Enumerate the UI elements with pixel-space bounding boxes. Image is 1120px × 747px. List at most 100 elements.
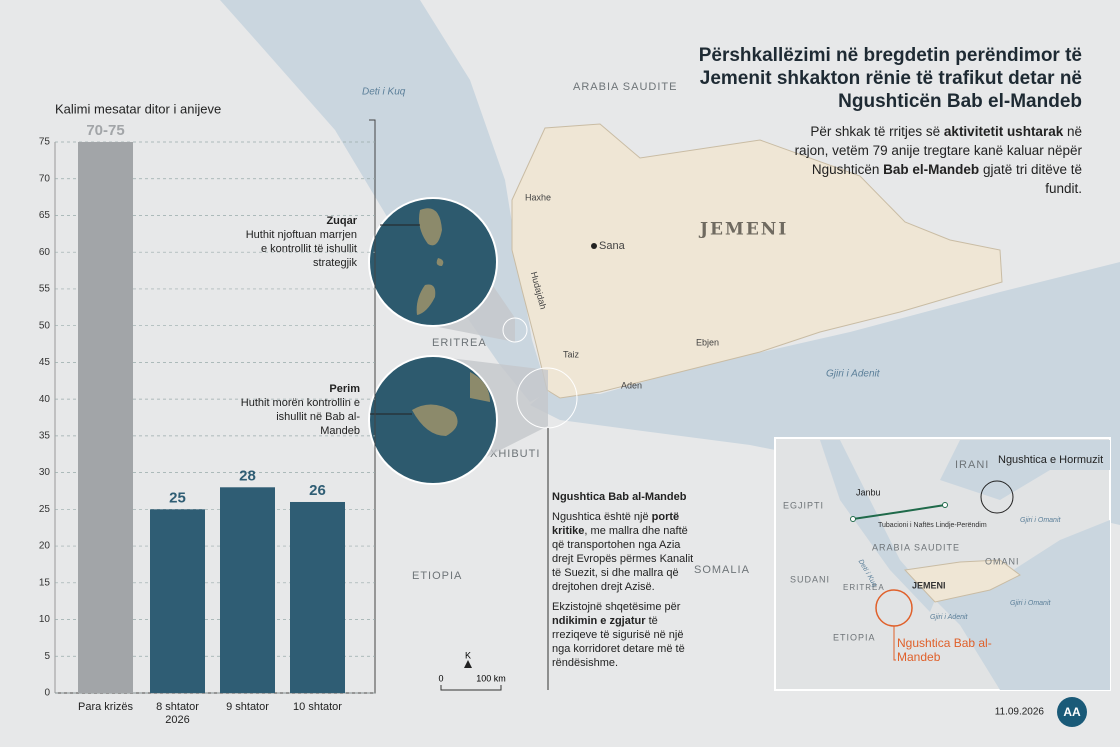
map-label: Aden: [621, 380, 642, 390]
inset-label: Tubacioni i Naftës Lindje-Perëndim: [878, 522, 987, 529]
inset-label: Ngushtica Bab al-Mandeb: [897, 636, 992, 664]
yemen: [511, 123, 1003, 399]
bar: [220, 487, 275, 693]
chart-title: Kalimi mesatar ditor i anijeve: [55, 101, 221, 116]
island-note: Zuqar Huthit njoftuan marrjen e kontrolli…: [237, 214, 357, 270]
map-label: Ebjen: [696, 337, 719, 347]
inset-sea: [940, 440, 1110, 500]
bar-chart: Kalimi mesatar ditor i anijeve 0 5 10 15 20 2…: [39, 101, 376, 699]
inset-label: Gjiri i Omanit: [1020, 517, 1062, 524]
y-tick-label: 50: [39, 320, 51, 331]
map-label: ARABIA SAUDITE: [573, 81, 677, 93]
y-tick-label: 75: [39, 137, 51, 148]
pipeline-end: [850, 516, 856, 522]
map-label: XHIBUTI: [490, 448, 540, 460]
x-tick-label: 8 shtator 2026: [156, 701, 199, 726]
map-label: Deti i Kuq: [362, 87, 406, 98]
logo-badge: [1057, 697, 1087, 727]
inset-label: ETIOPIA: [833, 632, 876, 642]
y-tick-label: 35: [39, 431, 51, 442]
north-arrow: [464, 660, 472, 668]
inset-label: SUDANI: [790, 574, 830, 584]
map-label: JEMENI: [698, 220, 788, 240]
value-label: 70-75: [86, 122, 124, 139]
strait-box: Ngushtica Bab al-Mandeb Ngushtica është …: [552, 490, 702, 670]
text: Bab el-Mandeb: [883, 162, 980, 177]
map-label: Taiz: [563, 349, 580, 359]
inset-label: ARABIA SAUDITE: [872, 542, 960, 552]
text: , me mallra dhe naftë që transportohen n…: [552, 525, 694, 593]
map-label: Haxhe: [525, 192, 551, 202]
y-tick-label: 45: [39, 357, 51, 368]
inset-label: EGJIPTI: [783, 500, 824, 510]
y-tick-label: 10: [39, 614, 51, 625]
north: K: [465, 650, 471, 660]
inset-sea: [935, 520, 1110, 690]
scale-label: 0: [438, 673, 443, 683]
pipeline: [852, 504, 946, 520]
zoom-ring: [516, 367, 578, 429]
inset-label: Gjiri i Adenit: [930, 614, 969, 621]
y-tick-label: 40: [39, 394, 51, 405]
hormuz-ring: [980, 480, 1014, 514]
island: [412, 372, 490, 436]
bar: [290, 501, 345, 693]
y-tick-label: 15: [39, 577, 51, 588]
city-dot: [591, 243, 597, 249]
island: [416, 208, 444, 315]
chart-frame: [55, 119, 376, 694]
island-name: Zuqar: [326, 215, 357, 227]
inset-label: Ngushtica e Hormuzit: [998, 454, 1103, 466]
value-label: 28: [239, 467, 256, 484]
text: të rreziqeve të sigurisë në një nga korr…: [552, 615, 685, 669]
y-tick-label: 20: [39, 541, 51, 552]
paragraph: Ekzistojnë shqetësime për ndikimin e zgj…: [552, 600, 702, 670]
red-sea: [220, 0, 548, 402]
text: Për shkak të rritjes së: [810, 124, 944, 139]
inset-label: Gjiri i Omanit: [1010, 600, 1052, 607]
inset-sea: [820, 440, 935, 612]
inset-label: Janbu: [856, 487, 881, 497]
y-tick-label: 30: [39, 467, 51, 478]
bar: [78, 142, 133, 693]
y-tick-label: 55: [39, 284, 51, 295]
island-text: Huthit njoftuan marrjen e kontrollit të …: [245, 229, 357, 269]
bar: [150, 509, 205, 693]
map-label: Gjiri i Adenit: [826, 369, 881, 380]
title: Përshkallëzimi në bregdetin perëndimor t…: [698, 45, 1082, 112]
y-tick-label: 65: [39, 210, 51, 221]
inset-label: IRANI: [955, 459, 989, 471]
inset-label: ERITREA: [843, 583, 885, 592]
island-note: Perim Huthit morën kontrollin e ishullit …: [240, 382, 360, 438]
strait-heading: Ngushtica Bab al-Mandeb: [552, 491, 687, 503]
y-tick-label: 60: [39, 247, 51, 258]
paragraph: Ngushtica është një portë kritike, me ma…: [552, 510, 702, 594]
date: 11.09.2026: [995, 707, 1045, 718]
inset-label: JEMENI: [912, 580, 946, 590]
island-text: Huthit morën kontrollin e ishullit në Ba…: [240, 397, 360, 437]
leader: [893, 626, 896, 661]
inset-label: Ngushtica e Hormuzit: [998, 454, 1103, 466]
map-label: SOMALIA: [694, 564, 750, 576]
map-label: ETIOPIA: [412, 570, 462, 582]
text: ndikimin e zgjatur: [552, 615, 646, 627]
map-label: ERITREA: [432, 337, 487, 349]
y-tick-label: 25: [39, 504, 51, 515]
map-label: Sana: [599, 240, 626, 252]
text: Ngushtica është një: [552, 511, 652, 523]
text: gjatë tri ditëve të fundit.: [979, 162, 1082, 196]
pipeline-end: [942, 502, 948, 508]
inset-label: OMANI: [985, 556, 1020, 566]
inset-yemen: [903, 559, 1021, 603]
zoom-ring: [502, 317, 528, 343]
x-tick-label: 10 shtator: [293, 701, 342, 713]
logo: AA: [1063, 705, 1081, 719]
island-name: Perim: [329, 383, 360, 395]
x-tick-label: Para krizës: [77, 701, 134, 713]
text: në rajon, vetëm 79 anije tregtare kanë k…: [794, 124, 1082, 177]
text: portë kritike: [552, 511, 680, 537]
y-tick-label: 5: [44, 651, 50, 662]
text: aktivitetit ushtarak: [943, 124, 1064, 139]
